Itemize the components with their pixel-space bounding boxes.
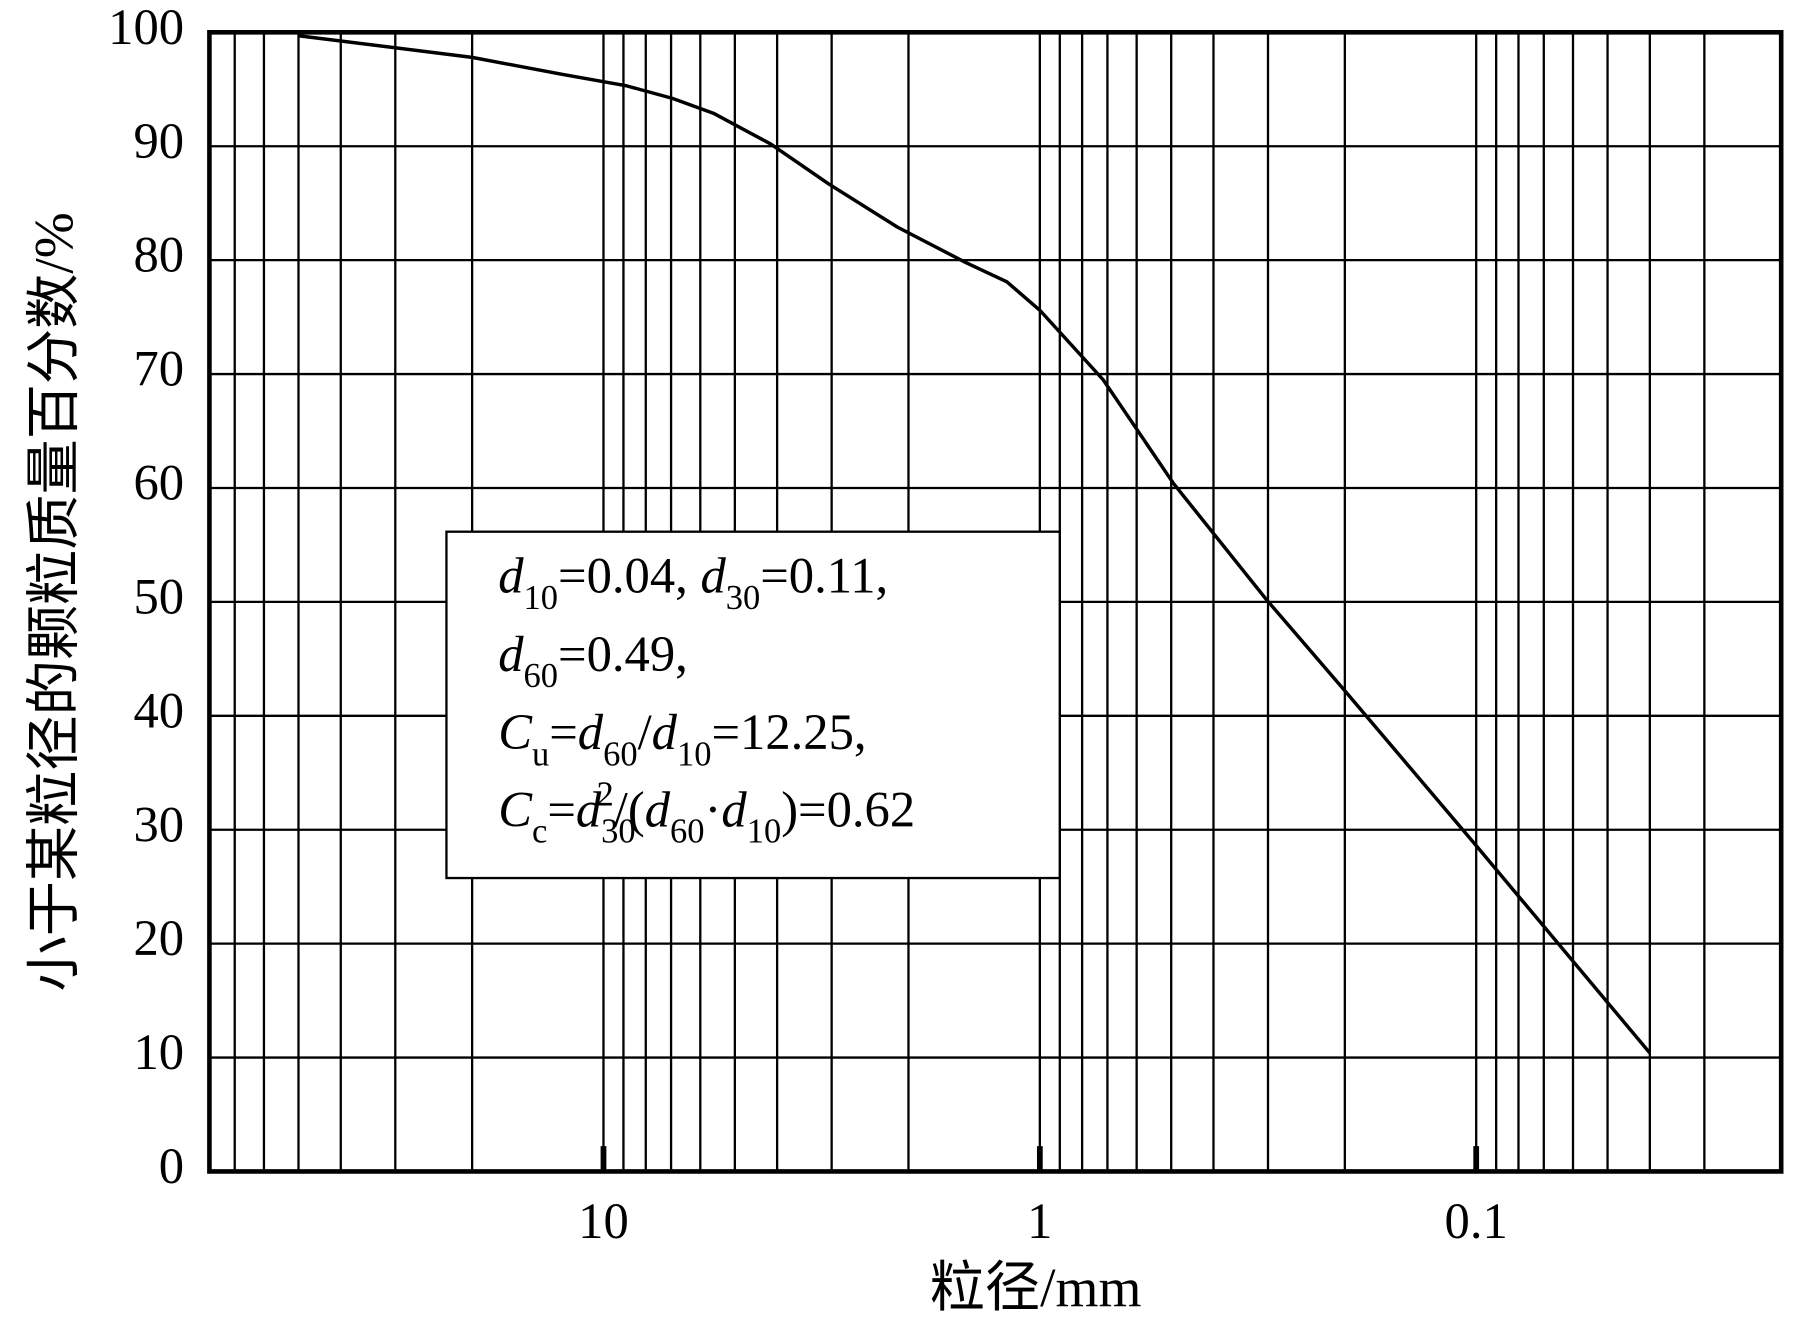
annotation-text: )=0.62 xyxy=(781,781,915,837)
annotation-text: d xyxy=(498,626,524,682)
annotation-text: u xyxy=(532,735,549,773)
y-tick-label: 30 xyxy=(133,796,184,852)
data-line xyxy=(298,34,1652,1055)
annotation-text: · xyxy=(705,781,722,837)
y-tick-label: 70 xyxy=(133,341,184,397)
annotation-text: =0.11, xyxy=(760,548,888,604)
annotation-text: 2 xyxy=(597,776,614,814)
y-axis-label: 小于某粒径的颗粒质量百分数/% xyxy=(24,212,85,991)
annotation-text: d xyxy=(721,781,747,837)
annotation-text: d xyxy=(652,704,678,760)
annotation-text: 10 xyxy=(524,579,559,617)
y-tick-label: 90 xyxy=(133,113,184,169)
annotation-line: Cu=d60/d10=12.25, xyxy=(498,704,866,773)
x-tick-label: 0.1 xyxy=(1445,1193,1508,1249)
annotation-text: c xyxy=(532,812,547,850)
y-tick-label: 80 xyxy=(133,227,184,283)
annotation-text: = xyxy=(547,781,576,837)
annotation-text: = xyxy=(549,704,578,760)
annotation-text: C xyxy=(498,781,533,837)
annotation-text: /( xyxy=(614,781,645,837)
annotation-box xyxy=(445,530,1061,880)
annotation-text: =0.49, xyxy=(558,626,688,682)
annotation-text: d xyxy=(498,548,524,604)
annotation-text: d xyxy=(700,548,726,604)
y-tick-label: 60 xyxy=(133,455,184,511)
annotation-text: 10 xyxy=(747,812,782,850)
annotation-text: C xyxy=(498,704,533,760)
y-tick-label: 100 xyxy=(108,0,184,55)
annotation-line: d10=0.04, d30=0.11, xyxy=(498,548,888,617)
annotation-text: =12.25, xyxy=(711,704,866,760)
annotation-text: 10 xyxy=(677,735,712,773)
annotation-line: Cc=d302/(d60·d10)=0.62 xyxy=(498,776,915,851)
annotation-text: 60 xyxy=(603,735,638,773)
annotation-line: d60=0.49, xyxy=(498,626,688,695)
plot-frame xyxy=(207,30,1784,1174)
annotation-text: d xyxy=(645,781,671,837)
annotation-text: 30 xyxy=(726,579,761,617)
annotation-text: d xyxy=(576,781,602,837)
x-tick-label: 1 xyxy=(1027,1193,1052,1249)
annotation-text: d xyxy=(578,704,604,760)
x-axis-label: 粒径/mm xyxy=(930,1257,1142,1318)
y-tick-label: 40 xyxy=(133,682,184,738)
x-tick-label: 10 xyxy=(578,1193,629,1249)
marks xyxy=(298,34,1652,1055)
annotation-text: 30 xyxy=(601,812,636,850)
annotation-text: =0.04, xyxy=(558,548,700,604)
annotation-text: / xyxy=(638,704,653,760)
y-tick-label: 10 xyxy=(133,1024,184,1080)
annotation-text: 60 xyxy=(670,812,705,850)
y-tick-label: 0 xyxy=(159,1138,184,1194)
y-tick-label: 20 xyxy=(133,910,184,966)
annotation-text: 60 xyxy=(524,657,559,695)
annotation: d10=0.04, d30=0.11,d60=0.49,Cu=d60/d10=1… xyxy=(498,548,915,851)
y-tick-label: 50 xyxy=(133,568,184,624)
